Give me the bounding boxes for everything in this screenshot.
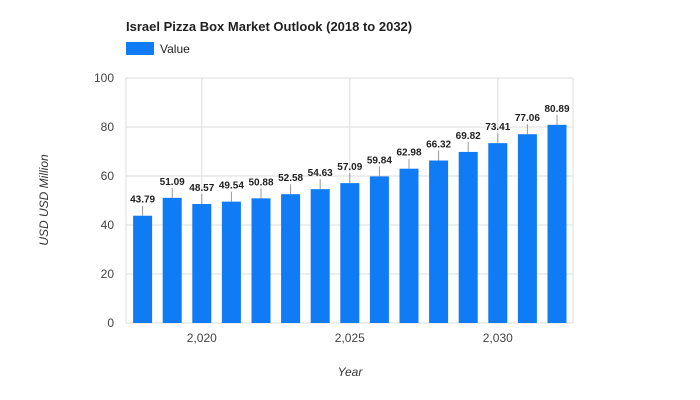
bar-2023 bbox=[281, 194, 301, 323]
y-tick-label: 100 bbox=[94, 71, 114, 85]
legend: Value bbox=[126, 42, 190, 56]
y-tick-label: 0 bbox=[107, 316, 114, 330]
x-tick-label: 2,020 bbox=[187, 331, 217, 345]
bar-2026 bbox=[369, 176, 389, 323]
bar-2022 bbox=[251, 198, 271, 323]
y-tick-label: 60 bbox=[101, 169, 115, 183]
legend-label-value: Value bbox=[160, 42, 190, 56]
y-axis-title: USD USD Million bbox=[37, 154, 51, 246]
bar-2027 bbox=[399, 168, 419, 323]
data-label-2019: 51.09 bbox=[160, 177, 185, 188]
bar-2031 bbox=[517, 134, 537, 323]
data-label-2026: 59.84 bbox=[367, 155, 392, 166]
bar-2019 bbox=[162, 197, 182, 323]
bar-2029 bbox=[458, 151, 478, 323]
data-label-2030: 73.41 bbox=[485, 122, 510, 133]
bar-2028 bbox=[429, 160, 449, 323]
bar-2030 bbox=[488, 143, 508, 323]
data-labels: 43.79 51.09 48.57 49.54 50.88 52.58 54.63 57.09… bbox=[130, 104, 570, 216]
data-label-2023: 52.58 bbox=[278, 173, 303, 184]
data-label-2031: 77.06 bbox=[515, 113, 540, 124]
y-tick-label: 20 bbox=[101, 267, 115, 281]
data-label-2032: 80.89 bbox=[544, 104, 569, 115]
bar-2018 bbox=[133, 215, 153, 323]
data-label-2018: 43.79 bbox=[130, 195, 155, 206]
y-tick-label: 40 bbox=[101, 218, 115, 232]
bar-2020 bbox=[192, 204, 212, 323]
bar-2021 bbox=[221, 201, 241, 323]
x-tick-label: 2,025 bbox=[335, 331, 365, 345]
legend-swatch-value bbox=[126, 42, 154, 55]
data-label-2024: 54.63 bbox=[308, 168, 333, 179]
bars bbox=[133, 124, 567, 323]
data-label-2029: 69.82 bbox=[456, 131, 481, 142]
y-tick-label: 80 bbox=[101, 120, 115, 134]
x-axis-ticks: 2,020 2,025 2,030 bbox=[187, 331, 513, 345]
bar-2032 bbox=[547, 124, 567, 323]
bar-2024 bbox=[310, 189, 330, 323]
bar-2025 bbox=[340, 183, 360, 323]
y-axis-ticks: 0 20 40 60 80 100 bbox=[94, 71, 114, 330]
data-label-2027: 62.98 bbox=[396, 148, 421, 159]
chart-title: Israel Pizza Box Market Outlook (2018 to… bbox=[126, 19, 412, 34]
data-label-2028: 66.32 bbox=[426, 140, 451, 151]
x-axis-title: Year bbox=[338, 365, 364, 379]
x-tick-label: 2,030 bbox=[483, 331, 513, 345]
data-label-2022: 50.88 bbox=[248, 177, 273, 188]
data-label-2021: 49.54 bbox=[219, 181, 244, 192]
data-label-2020: 48.57 bbox=[189, 183, 214, 194]
data-label-2025: 57.09 bbox=[337, 162, 362, 173]
